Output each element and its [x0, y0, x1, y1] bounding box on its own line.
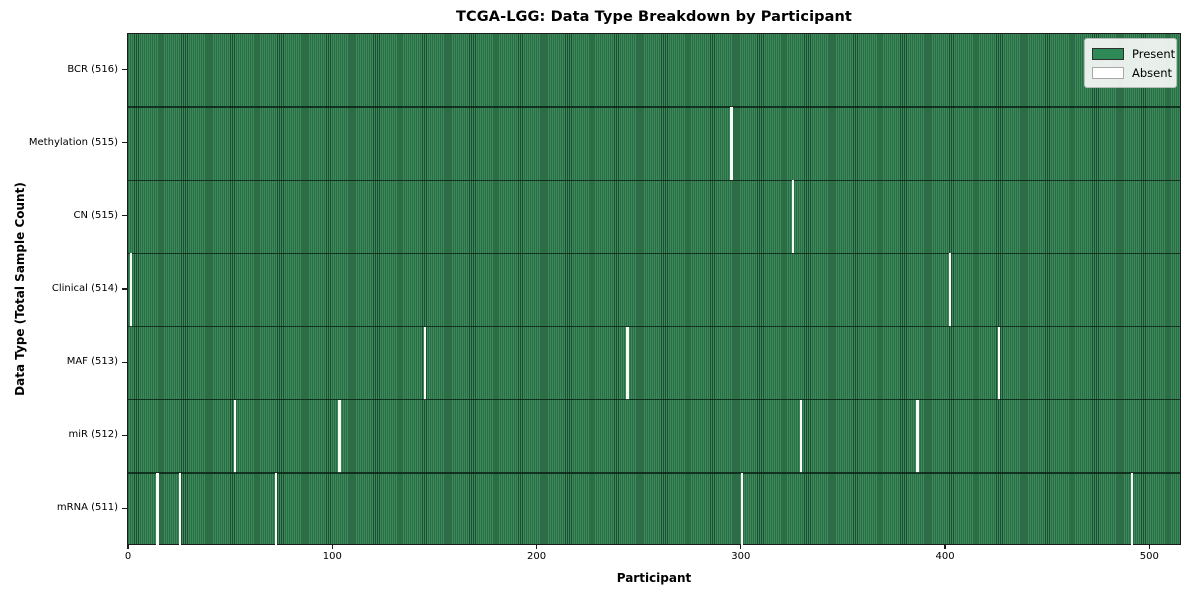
y-tick-mark: [122, 361, 127, 363]
absent-marker: [233, 399, 237, 473]
y-tick-mark: [122, 434, 127, 436]
x-axis-label: Participant: [616, 571, 692, 585]
legend-item: Absent: [1092, 63, 1172, 82]
x-tick-label: 200: [527, 551, 547, 562]
x-tick-label: 400: [935, 551, 955, 562]
legend-label: Present: [1132, 46, 1176, 61]
absent-marker: [626, 326, 629, 400]
absent-marker: [1130, 472, 1134, 546]
x-tick-mark: [331, 545, 333, 549]
y-tick-label: CN (515): [73, 209, 118, 221]
absent-marker: [156, 472, 159, 546]
row-divider: [128, 472, 1180, 474]
legend-item: Present: [1092, 44, 1175, 63]
x-tick-label: 300: [731, 551, 751, 562]
absent-marker: [338, 399, 341, 473]
row-divider: [128, 252, 1180, 255]
absent-marker: [948, 253, 952, 327]
absent-marker: [791, 180, 795, 254]
y-tick-label: Methylation (515): [28, 136, 118, 148]
row-divider: [128, 106, 1180, 108]
y-tick-label: miR (512): [68, 429, 118, 441]
y-tick-label: MAF (513): [66, 356, 118, 368]
absent-marker: [997, 326, 1001, 400]
y-tick-mark: [122, 507, 127, 510]
y-tick-mark: [122, 142, 127, 144]
absent-marker: [129, 253, 133, 327]
y-tick-label: BCR (516): [67, 63, 118, 75]
y-tick-mark: [122, 215, 127, 217]
absent-marker: [423, 326, 427, 400]
x-tick-mark: [535, 545, 538, 549]
x-tick-mark: [944, 545, 946, 549]
y-tick-label: Clinical (514): [51, 283, 118, 294]
x-tick-mark: [1148, 545, 1150, 549]
x-tick-label: 0: [124, 551, 132, 562]
x-tick-mark: [127, 545, 129, 549]
legend: Present Absent: [1084, 38, 1177, 88]
legend-swatch-absent-icon: [1092, 66, 1124, 79]
row-divider: [128, 399, 1180, 401]
y-tick-label: mRNA (511): [56, 502, 118, 514]
absent-marker: [730, 107, 733, 181]
legend-swatch-present-icon: [1092, 47, 1124, 60]
plot-area: [127, 33, 1181, 546]
legend-label: Absent: [1132, 65, 1173, 80]
y-tick-mark: [122, 68, 127, 71]
absent-marker: [740, 472, 744, 546]
row-divider: [128, 325, 1180, 328]
absent-marker: [916, 399, 919, 473]
chart-title: TCGA-LGG: Data Type Breakdown by Partici…: [456, 9, 852, 25]
x-tick-label: 100: [322, 551, 342, 562]
row-divider: [128, 179, 1180, 181]
x-tick-label: 500: [1139, 551, 1159, 562]
x-tick-mark: [740, 545, 742, 549]
y-tick-mark: [122, 288, 127, 290]
absent-marker: [274, 472, 278, 546]
absent-marker: [178, 472, 182, 546]
absent-marker: [799, 399, 803, 473]
